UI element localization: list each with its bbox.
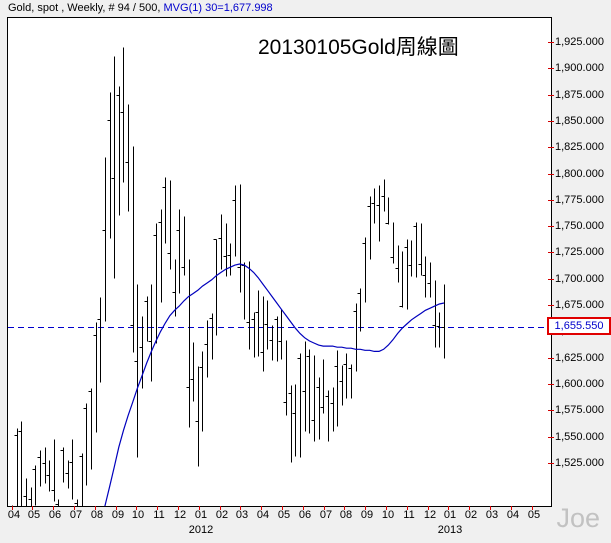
indicator-label: MVG(1) 30=1,677.998 xyxy=(163,2,273,14)
month-label: 08 xyxy=(339,509,353,521)
month-label: 03 xyxy=(235,509,249,521)
chart-header: Gold, spot , Weekly, # 94 / 500, MVG(1) … xyxy=(8,2,273,14)
month-label: 07 xyxy=(319,509,333,521)
price-tick xyxy=(548,42,554,43)
ohlc-bars xyxy=(12,47,445,506)
price-tick-label: 1,625.000 xyxy=(555,352,604,364)
month-label: 11 xyxy=(153,509,165,521)
month-label: 03 xyxy=(485,509,499,521)
price-tick xyxy=(548,437,554,438)
price-tick-label: 1,850.000 xyxy=(555,115,604,127)
price-tick xyxy=(548,200,554,201)
price-tick xyxy=(548,358,554,359)
price-tick xyxy=(548,463,554,464)
month-label: 04 xyxy=(506,509,520,521)
month-label: 04 xyxy=(256,509,270,521)
time-tick xyxy=(136,506,137,510)
month-label: 10 xyxy=(131,509,145,521)
month-label: 11 xyxy=(403,509,415,521)
month-label: 05 xyxy=(527,509,541,521)
month-label: 10 xyxy=(381,509,395,521)
price-tick-label: 1,825.000 xyxy=(555,141,604,153)
time-tick xyxy=(240,506,241,510)
time-tick xyxy=(469,506,470,510)
price-chart-canvas[interactable] xyxy=(8,18,551,506)
price-tick xyxy=(548,121,554,122)
month-label: 12 xyxy=(423,509,437,521)
time-tick xyxy=(428,506,429,510)
price-tick xyxy=(548,68,554,69)
chart-plot-area[interactable] xyxy=(7,17,552,507)
price-tick xyxy=(548,95,554,96)
price-tick-label: 1,750.000 xyxy=(555,220,604,232)
month-label: 06 xyxy=(298,509,312,521)
price-tick-label: 1,725.000 xyxy=(555,246,604,258)
price-tick-label: 1,600.000 xyxy=(555,378,604,390)
price-tick-label: 1,550.000 xyxy=(555,431,604,443)
price-tick-label: 1,925.000 xyxy=(555,36,604,48)
price-tick-label: 1,575.000 xyxy=(555,404,604,416)
price-tick-label: 1,900.000 xyxy=(555,62,604,74)
time-tick xyxy=(74,506,75,510)
month-label: 09 xyxy=(111,509,125,521)
year-label: 2012 xyxy=(188,524,214,536)
month-label: 01 xyxy=(194,509,208,521)
time-tick xyxy=(324,506,325,510)
time-tick xyxy=(386,506,387,510)
time-tick xyxy=(261,506,262,510)
reference-price-label: 1,655.550 xyxy=(547,317,611,335)
price-tick xyxy=(548,226,554,227)
price-tick-label: 1,800.000 xyxy=(555,168,604,180)
time-tick xyxy=(199,506,200,510)
time-tick xyxy=(344,506,345,510)
year-label: 2013 xyxy=(437,524,463,536)
month-label: 04 xyxy=(7,509,21,521)
price-tick xyxy=(548,279,554,280)
month-label: 06 xyxy=(48,509,62,521)
price-tick-label: 1,700.000 xyxy=(555,273,604,285)
moving-average-line xyxy=(104,263,445,506)
month-label: 05 xyxy=(277,509,291,521)
time-tick xyxy=(532,506,533,510)
ohlc-close-ticks xyxy=(14,95,445,505)
time-tick xyxy=(32,506,33,510)
chart-title: 20130105Gold周線圖 xyxy=(258,36,459,59)
time-tick xyxy=(12,506,13,510)
month-label: 07 xyxy=(69,509,83,521)
time-tick xyxy=(365,506,366,510)
month-label: 05 xyxy=(27,509,41,521)
time-tick xyxy=(490,506,491,510)
time-tick xyxy=(407,506,408,510)
time-tick xyxy=(95,506,96,510)
price-tick xyxy=(548,410,554,411)
price-tick xyxy=(548,384,554,385)
time-tick xyxy=(303,506,304,510)
month-label: 02 xyxy=(215,509,229,521)
time-tick xyxy=(448,506,449,510)
time-tick xyxy=(116,506,117,510)
watermark: Joe xyxy=(556,503,600,533)
time-tick xyxy=(511,506,512,510)
instrument-label: Gold, spot , Weekly, # 94 / 500, xyxy=(8,2,164,14)
price-tick-label: 1,675.000 xyxy=(555,299,604,311)
month-label: 09 xyxy=(360,509,374,521)
price-tick xyxy=(548,305,554,306)
time-tick xyxy=(282,506,283,510)
time-tick xyxy=(220,506,221,510)
month-label: 08 xyxy=(90,509,104,521)
price-tick-label: 1,875.000 xyxy=(555,89,604,101)
price-tick-label: 1,525.000 xyxy=(555,457,604,469)
month-label: 02 xyxy=(464,509,478,521)
time-tick xyxy=(157,506,158,510)
time-tick xyxy=(53,506,54,510)
month-label: 12 xyxy=(173,509,187,521)
price-tick-label: 1,775.000 xyxy=(555,194,604,206)
price-tick xyxy=(548,147,554,148)
time-tick xyxy=(178,506,179,510)
month-label: 01 xyxy=(443,509,457,521)
price-tick xyxy=(548,174,554,175)
price-tick xyxy=(548,252,554,253)
